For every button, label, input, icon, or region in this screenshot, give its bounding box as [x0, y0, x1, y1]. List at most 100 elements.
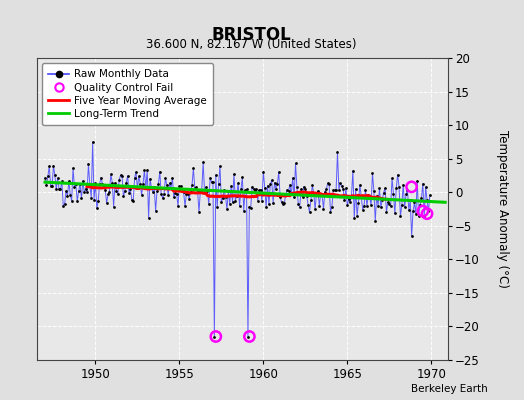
- Point: [352, 186, 360, 192]
- Point: [52, 186, 60, 192]
- Point: [174, 203, 182, 209]
- Point: [182, 191, 191, 198]
- Point: [265, 201, 273, 208]
- Point: [164, 192, 172, 198]
- Point: [153, 188, 161, 194]
- Point: [308, 182, 316, 188]
- Point: [319, 206, 328, 212]
- Point: [371, 218, 379, 224]
- Point: [167, 185, 175, 191]
- Point: [302, 192, 311, 199]
- Point: [133, 185, 141, 192]
- Point: [47, 183, 55, 190]
- Point: [225, 200, 234, 207]
- Point: [255, 187, 264, 193]
- Point: [156, 168, 164, 175]
- Point: [116, 172, 125, 178]
- Point: [95, 180, 104, 187]
- Point: [318, 192, 326, 198]
- Point: [110, 204, 118, 210]
- Point: [414, 213, 423, 219]
- Point: [179, 189, 188, 196]
- Point: [126, 186, 135, 192]
- Point: [125, 190, 133, 196]
- Text: Berkeley Earth: Berkeley Earth: [411, 384, 487, 394]
- Point: [238, 174, 246, 180]
- Point: [389, 191, 398, 197]
- Point: [387, 203, 395, 209]
- Point: [356, 182, 364, 188]
- Point: [300, 184, 308, 190]
- Point: [145, 215, 153, 221]
- Point: [413, 178, 421, 184]
- Point: [421, 184, 430, 190]
- Point: [135, 173, 143, 179]
- Point: [85, 182, 94, 189]
- Point: [368, 170, 377, 176]
- Point: [291, 160, 300, 166]
- Point: [84, 161, 93, 168]
- Point: [221, 194, 230, 200]
- Point: [321, 188, 329, 195]
- Point: [202, 184, 210, 190]
- Point: [146, 176, 154, 182]
- Point: [391, 210, 399, 216]
- Point: [137, 192, 146, 198]
- Point: [348, 167, 357, 174]
- Point: [294, 201, 302, 208]
- Point: [175, 183, 183, 189]
- Point: [74, 188, 83, 194]
- Point: [378, 196, 387, 203]
- Point: [51, 172, 59, 178]
- Point: [249, 186, 258, 192]
- Point: [312, 190, 321, 196]
- Point: [344, 196, 353, 203]
- Point: [115, 176, 124, 183]
- Point: [93, 205, 101, 211]
- Point: [384, 199, 392, 206]
- Point: [98, 181, 106, 187]
- Point: [219, 194, 227, 201]
- Point: [402, 191, 410, 197]
- Point: [53, 175, 62, 181]
- Point: [195, 209, 203, 215]
- Point: [105, 188, 114, 195]
- Point: [357, 193, 365, 200]
- Point: [316, 190, 325, 197]
- Point: [220, 187, 228, 193]
- Point: [305, 209, 314, 216]
- Point: [301, 186, 310, 193]
- Point: [364, 192, 373, 198]
- Point: [256, 186, 265, 193]
- Point: [181, 202, 189, 209]
- Text: 36.600 N, 82.167 W (United States): 36.600 N, 82.167 W (United States): [146, 38, 357, 51]
- Point: [329, 187, 337, 193]
- Point: [147, 184, 156, 190]
- Point: [230, 171, 238, 177]
- Point: [289, 174, 297, 181]
- Point: [199, 159, 208, 166]
- Point: [94, 198, 102, 204]
- Point: [72, 181, 80, 187]
- Point: [423, 197, 431, 203]
- Point: [395, 184, 403, 190]
- Point: [101, 186, 110, 193]
- Point: [223, 206, 231, 212]
- Point: [424, 208, 433, 215]
- Point: [162, 182, 171, 188]
- Point: [245, 203, 254, 210]
- Point: [212, 333, 220, 340]
- Point: [277, 199, 286, 206]
- Point: [139, 180, 147, 187]
- Point: [69, 165, 77, 171]
- Point: [43, 173, 52, 180]
- Point: [172, 190, 181, 197]
- Point: [83, 189, 91, 195]
- Point: [251, 186, 259, 193]
- Point: [189, 165, 198, 172]
- Point: [191, 185, 199, 191]
- Point: [89, 139, 97, 145]
- Point: [45, 163, 53, 170]
- Point: [412, 211, 420, 217]
- Point: [103, 200, 111, 206]
